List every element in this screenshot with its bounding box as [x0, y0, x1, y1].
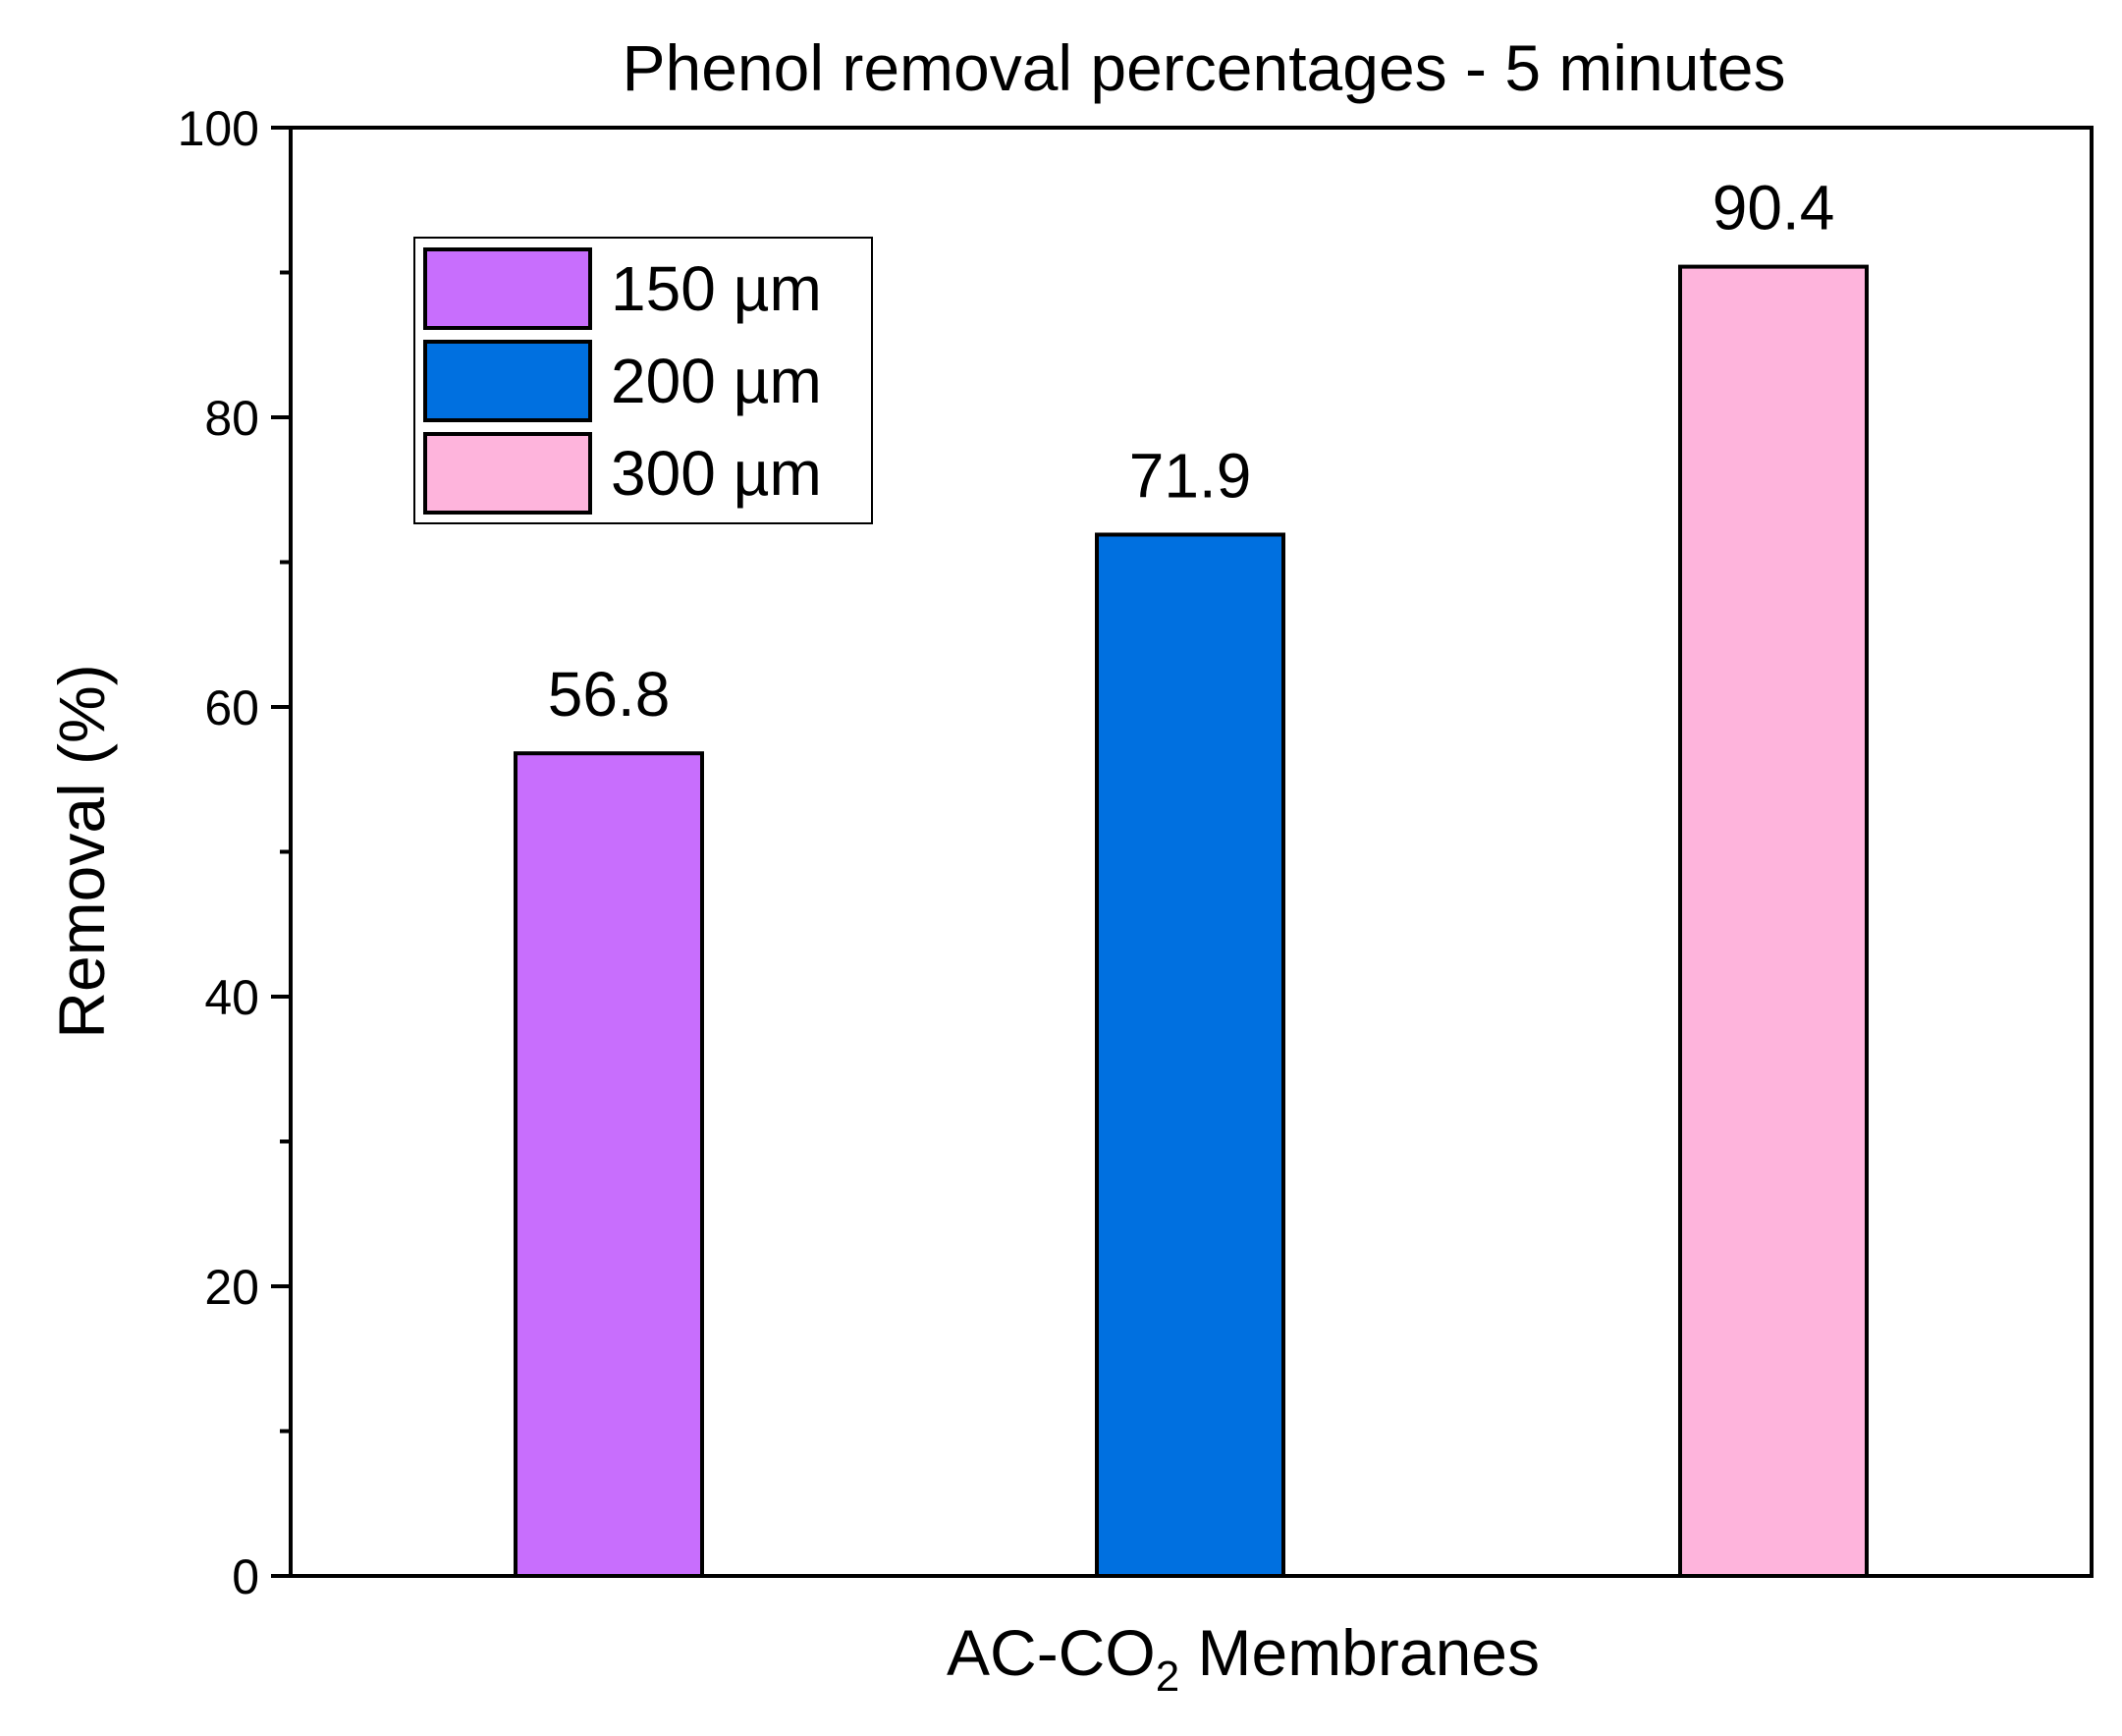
y-tick-label: 0	[232, 1549, 259, 1604]
legend: 150 µm 200 µm 300 µm	[413, 237, 873, 524]
legend-label: 150 µm	[611, 253, 822, 324]
bars	[514, 264, 1869, 1579]
y-tick-label: 100	[178, 101, 259, 156]
x-axis-label-rest: Membranes	[1179, 1616, 1540, 1689]
bar-value-label: 56.8	[548, 659, 671, 730]
x-axis-label-main: AC-CO	[947, 1616, 1156, 1689]
legend-label: 300 µm	[611, 438, 822, 509]
bar-value-label: 90.4	[1713, 173, 1835, 244]
legend-swatch	[423, 432, 592, 515]
x-axis-label: AC-CO2 Membranes	[947, 1616, 1540, 1701]
y-tick-label: 20	[204, 1260, 259, 1315]
y-tick-label: 60	[204, 680, 259, 735]
legend-swatch	[423, 340, 592, 422]
plot-frame	[289, 126, 2094, 1578]
bar	[1095, 532, 1285, 1578]
bar	[514, 751, 704, 1578]
x-axis-label-subscript: 2	[1156, 1653, 1179, 1701]
legend-label: 200 µm	[611, 346, 822, 416]
chart-title: Phenol removal percentages - 5 minutes	[623, 31, 1786, 104]
bar-value-label: 71.9	[1129, 440, 1252, 511]
y-axis-ticks: 0 20 40 60 80 100	[178, 101, 291, 1604]
bar	[1678, 264, 1869, 1579]
y-axis-label: Removal (%)	[45, 664, 118, 1038]
y-tick-label: 40	[204, 970, 259, 1025]
y-tick-label: 80	[204, 391, 259, 446]
value-labels: 56.8 71.9 90.4	[548, 173, 1835, 731]
legend-swatch	[423, 247, 592, 330]
